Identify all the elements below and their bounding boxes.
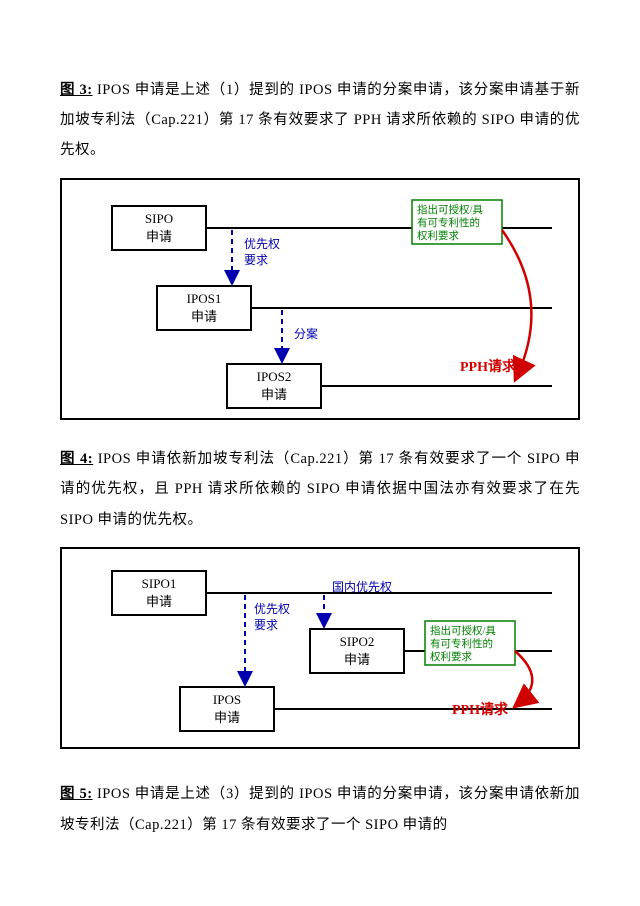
fig4-text: IPOS 申请依新加坡专利法（Cap.221）第 17 条有效要求了一个 SIP… bbox=[60, 451, 580, 528]
sipo2-node-l1: SIPO2 bbox=[340, 634, 375, 649]
diagram-3: SIPO 申请 IPOS1 申请 IPOS2 申请 指出可授权/具有可专利性的权利要求优先权… bbox=[60, 178, 580, 420]
pph-arrow bbox=[515, 651, 532, 704]
priority-label-2: 要求 bbox=[244, 253, 268, 267]
pph-label: PPH请求 bbox=[460, 358, 517, 375]
divisional-label: 分案 bbox=[294, 326, 318, 341]
ipos2-node-l1: IPOS2 bbox=[257, 369, 292, 384]
greentext-2: 有可专利性的 bbox=[417, 216, 480, 229]
fig4-label: 图 4: bbox=[60, 451, 93, 467]
fig3-label: 图 3: bbox=[60, 82, 93, 98]
fig5-text: IPOS 申请是上述（3）提到的 IPOS 申请的分案申请，该分案申请依新加坡专… bbox=[60, 786, 580, 832]
pph-arrow bbox=[502, 230, 531, 376]
domestic-priority-label: 国内优先权 bbox=[332, 580, 392, 594]
fig4-caption: 图 4: IPOS 申请依新加坡专利法（Cap.221）第 17 条有效要求了一… bbox=[60, 444, 580, 535]
pph-label: PPH请求 bbox=[452, 701, 509, 718]
greentext-3: 权利要求 bbox=[430, 650, 472, 663]
priority-label-1: 优先权 bbox=[244, 237, 280, 251]
ipos-node-l2: 申请 bbox=[214, 710, 240, 725]
greentext-1: 指出可授权/具 bbox=[417, 203, 483, 216]
diagram-4: SIPO1申请SIPO2申请IPOS申请指出可授权/具有可专利性的权利要求优先权… bbox=[60, 547, 580, 749]
ipos1-node-l1: IPOS1 bbox=[187, 291, 222, 306]
sipo1-node-l2: 申请 bbox=[146, 594, 172, 609]
fig3-text: IPOS 申请是上述（1）提到的 IPOS 申请的分案申请，该分案申请基于新加坡… bbox=[60, 82, 580, 159]
fig5-label: 图 5: bbox=[60, 786, 93, 802]
ipos-node-l1: IPOS bbox=[213, 692, 241, 707]
fig5-caption: 图 5: IPOS 申请是上述（3）提到的 IPOS 申请的分案申请，该分案申请… bbox=[60, 779, 580, 840]
greentext-2: 有可专利性的 bbox=[430, 637, 493, 650]
priority-label-2: 要求 bbox=[254, 618, 278, 632]
sipo2-node-l2: 申请 bbox=[344, 652, 370, 667]
ipos1-node-l2: 申请 bbox=[191, 309, 217, 324]
greentext-3: 权利要求 bbox=[417, 229, 459, 242]
ipos2-node-l2: 申请 bbox=[261, 387, 287, 402]
greentext-1: 指出可授权/具 bbox=[430, 624, 496, 637]
fig3-caption: 图 3: IPOS 申请是上述（1）提到的 IPOS 申请的分案申请，该分案申请… bbox=[60, 75, 580, 166]
priority-label-1: 优先权 bbox=[254, 602, 290, 616]
sipo1-node-l1: SIPO1 bbox=[142, 576, 177, 591]
sipo-node-l2: 申请 bbox=[146, 229, 172, 244]
sipo-node-l1: SIPO bbox=[145, 211, 173, 226]
